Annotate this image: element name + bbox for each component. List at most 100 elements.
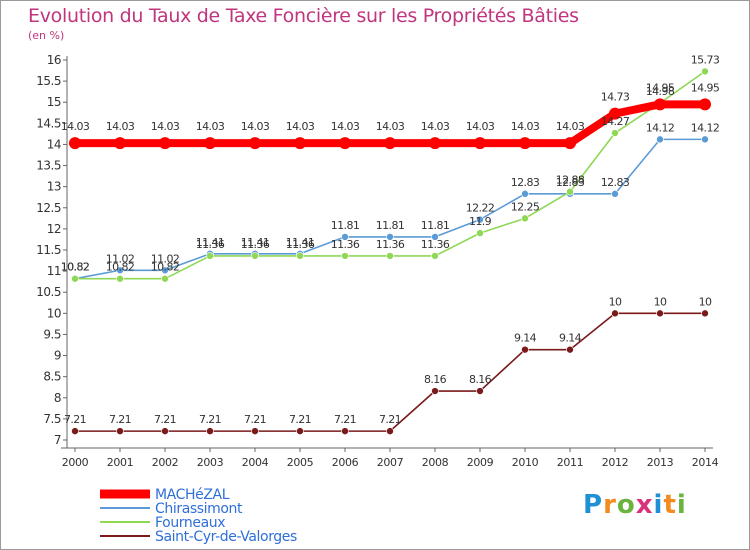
data-label: 11.02 <box>106 252 135 265</box>
data-label: 14.95 <box>691 81 720 94</box>
data-label: 12.25 <box>511 200 540 213</box>
data-point <box>341 427 349 435</box>
data-point <box>251 427 259 435</box>
y-tick-label: 9.5 <box>43 327 61 341</box>
data-point <box>71 274 79 283</box>
data-label: 7.21 <box>199 413 221 426</box>
data-label: 12.83 <box>601 176 630 189</box>
data-point <box>159 137 171 150</box>
data-point <box>474 137 486 150</box>
data-label: 14.03 <box>241 120 270 133</box>
data-label: 10.82 <box>106 261 135 274</box>
data-point <box>339 137 351 150</box>
data-point <box>386 427 394 435</box>
data-point <box>431 252 439 260</box>
data-point <box>204 137 216 150</box>
y-tick-label: 15.5 <box>36 74 61 88</box>
data-label: 11.9 <box>469 215 492 228</box>
y-tick-label: 13 <box>47 180 61 194</box>
data-label: 14.03 <box>421 120 450 133</box>
data-point <box>519 137 531 150</box>
proxiti-logo: Proxiti <box>583 490 687 520</box>
data-label: 11.41 <box>286 236 315 249</box>
data-point <box>699 98 711 111</box>
data-label: 7.21 <box>379 413 401 426</box>
data-point <box>701 135 709 144</box>
data-label: 10 <box>654 295 667 308</box>
data-label: 14.12 <box>691 121 720 134</box>
logo-letter: x <box>635 490 654 520</box>
data-point <box>656 135 664 144</box>
y-tick-label: 8.5 <box>43 370 61 384</box>
data-label: 14.95 <box>646 81 675 94</box>
y-tick-label: 7 <box>54 433 61 447</box>
data-label: 11.36 <box>286 238 315 251</box>
data-label: 15.73 <box>691 53 720 66</box>
legend-label: Fourneaux <box>155 515 225 531</box>
y-tick-label: 7.5 <box>43 412 61 426</box>
data-point <box>476 215 484 224</box>
x-tick-label: 2008 <box>422 456 449 469</box>
x-tick-label: 2004 <box>242 456 269 469</box>
data-point <box>521 214 529 223</box>
data-point <box>341 252 349 260</box>
legend-label: Chirassimont <box>155 501 243 517</box>
x-tick-label: 2002 <box>152 456 178 469</box>
data-label: 14.03 <box>511 120 540 133</box>
data-label: 14.03 <box>556 120 585 133</box>
x-tick-label: 2007 <box>377 456 404 469</box>
data-point <box>116 266 124 275</box>
data-point <box>161 266 169 275</box>
data-label: 7.21 <box>289 413 311 426</box>
y-tick-label: 15 <box>47 95 61 109</box>
x-tick-label: 2013 <box>647 456 674 469</box>
data-point <box>431 387 439 395</box>
data-point <box>429 137 441 150</box>
data-point <box>296 252 304 260</box>
data-label: 14.03 <box>106 120 135 133</box>
data-label: 11.36 <box>421 238 450 251</box>
data-point <box>611 309 619 318</box>
data-label: 10.82 <box>61 261 90 274</box>
data-label: 14.03 <box>376 120 405 133</box>
data-label: 10 <box>699 295 712 308</box>
x-tick-label: 2009 <box>467 456 494 469</box>
y-tick-label: 10.5 <box>36 285 61 299</box>
data-label: 12.83 <box>556 176 585 189</box>
y-tick-label: 14 <box>47 137 61 151</box>
data-point <box>386 252 394 260</box>
data-label: 14.03 <box>331 120 360 133</box>
data-label: 11.41 <box>196 236 225 249</box>
x-tick-label: 2006 <box>332 456 359 469</box>
x-tick-label: 2014 <box>692 456 719 469</box>
y-tick-label: 11.5 <box>36 243 61 257</box>
data-point <box>566 187 574 196</box>
data-label: 8.16 <box>469 373 492 386</box>
data-point <box>251 252 259 260</box>
logo-letter: P <box>583 490 604 520</box>
data-point <box>116 274 124 283</box>
data-point <box>249 137 261 150</box>
data-label: 14.03 <box>466 120 495 133</box>
logo-letter: r <box>603 490 617 520</box>
data-label: 9.14 <box>559 332 582 345</box>
x-tick-label: 2000 <box>62 456 89 469</box>
data-label: 7.21 <box>109 413 131 426</box>
data-point <box>701 67 709 76</box>
data-label: 14.03 <box>61 120 90 133</box>
data-label: 11.36 <box>376 238 405 251</box>
data-label: 14.03 <box>196 120 225 133</box>
data-label: 12.22 <box>466 202 495 215</box>
x-tick-label: 2001 <box>107 456 133 469</box>
data-label: 10.82 <box>61 261 90 274</box>
data-label: 14.98 <box>646 85 675 98</box>
data-point <box>69 137 81 150</box>
x-tick-label: 2010 <box>512 456 539 469</box>
data-point <box>114 137 126 150</box>
y-tick-label: 9 <box>54 349 61 363</box>
data-label: 7.21 <box>154 413 176 426</box>
data-point <box>161 427 169 435</box>
data-point <box>431 233 439 241</box>
y-tick-label: 11 <box>47 264 61 278</box>
